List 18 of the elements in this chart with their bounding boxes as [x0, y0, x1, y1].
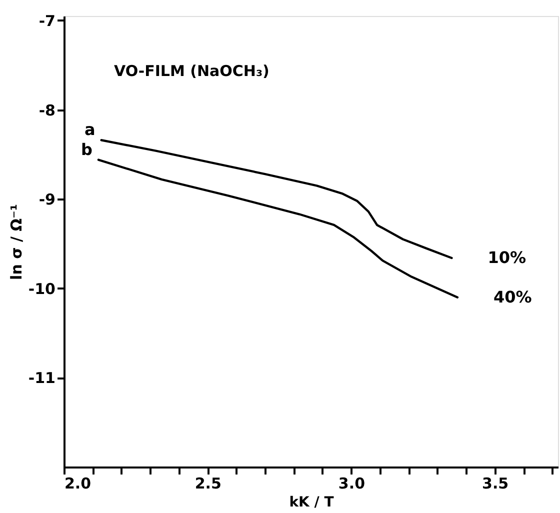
annotation: 40% — [493, 287, 532, 306]
x-tick-label: 2.0 — [64, 474, 92, 492]
text: VO-FILM (NaOCH₃) — [114, 62, 270, 80]
x-tick-label: 3.0 — [338, 474, 365, 492]
x-axis-title: kK / T — [289, 494, 334, 510]
y-tick-label: -11 — [28, 369, 56, 388]
x-tick-label: 2.5 — [194, 474, 222, 492]
y-tick-label: -7 — [38, 12, 56, 30]
series-label: a — [84, 120, 96, 140]
y-tick-label: -8 — [38, 101, 56, 120]
y-tick-label: -10 — [28, 280, 56, 298]
line-series — [97, 158, 459, 298]
line-series — [100, 139, 453, 260]
y-tick-label: -9 — [38, 190, 56, 209]
annotation: 10% — [488, 248, 526, 268]
x-tick-label: 3.5 — [482, 474, 509, 492]
y-axis-title: ln σ / Ω⁻¹ — [7, 204, 26, 280]
series-label: b — [81, 140, 92, 159]
